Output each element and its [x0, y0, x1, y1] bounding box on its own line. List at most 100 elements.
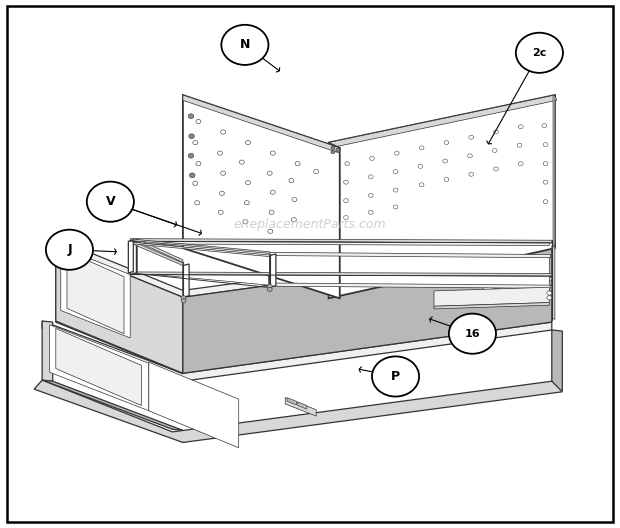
Polygon shape	[287, 398, 296, 405]
Polygon shape	[552, 330, 562, 391]
Polygon shape	[50, 325, 149, 411]
Circle shape	[343, 199, 348, 203]
Circle shape	[518, 162, 523, 166]
Circle shape	[221, 130, 226, 134]
Circle shape	[246, 140, 250, 145]
Circle shape	[181, 299, 186, 303]
Polygon shape	[42, 321, 552, 381]
Polygon shape	[484, 277, 552, 290]
Polygon shape	[183, 264, 189, 297]
Polygon shape	[67, 251, 124, 334]
Circle shape	[336, 148, 340, 152]
Polygon shape	[131, 242, 268, 285]
Text: N: N	[240, 39, 250, 51]
Circle shape	[289, 178, 294, 183]
Circle shape	[443, 159, 448, 163]
Circle shape	[368, 210, 373, 214]
Polygon shape	[270, 254, 276, 287]
Polygon shape	[131, 241, 138, 275]
Circle shape	[292, 197, 297, 202]
Circle shape	[516, 33, 563, 73]
Polygon shape	[183, 247, 552, 373]
Polygon shape	[270, 252, 551, 258]
Circle shape	[244, 201, 249, 205]
Polygon shape	[149, 362, 239, 448]
Polygon shape	[42, 380, 183, 430]
Circle shape	[270, 151, 275, 155]
Circle shape	[494, 167, 498, 171]
Polygon shape	[553, 95, 555, 247]
Polygon shape	[128, 240, 133, 273]
Polygon shape	[42, 321, 53, 381]
Polygon shape	[183, 95, 340, 153]
Circle shape	[291, 218, 296, 222]
Circle shape	[188, 134, 195, 138]
Circle shape	[345, 162, 350, 166]
Polygon shape	[131, 241, 549, 246]
Circle shape	[449, 314, 496, 354]
Circle shape	[543, 143, 548, 147]
Polygon shape	[285, 398, 316, 416]
Polygon shape	[136, 239, 183, 262]
Polygon shape	[434, 287, 549, 306]
Text: V: V	[105, 195, 115, 208]
Polygon shape	[133, 242, 270, 257]
Circle shape	[190, 173, 195, 177]
Circle shape	[542, 124, 547, 128]
Circle shape	[87, 182, 134, 222]
Polygon shape	[56, 248, 183, 374]
Circle shape	[46, 230, 93, 270]
Circle shape	[368, 175, 373, 179]
Circle shape	[469, 172, 474, 176]
Circle shape	[393, 169, 398, 174]
Polygon shape	[130, 241, 136, 275]
Circle shape	[193, 181, 198, 185]
Polygon shape	[61, 247, 130, 338]
Circle shape	[543, 162, 548, 166]
Circle shape	[419, 183, 424, 187]
Text: P: P	[391, 370, 400, 383]
Circle shape	[221, 171, 226, 175]
Polygon shape	[298, 402, 307, 409]
Circle shape	[268, 229, 273, 233]
Text: J: J	[67, 243, 72, 256]
Polygon shape	[56, 246, 183, 373]
Circle shape	[218, 210, 223, 214]
Circle shape	[267, 284, 272, 288]
Circle shape	[343, 215, 348, 220]
Circle shape	[444, 177, 449, 182]
Circle shape	[467, 154, 472, 158]
Polygon shape	[133, 239, 270, 253]
Polygon shape	[271, 253, 549, 287]
Polygon shape	[329, 95, 555, 298]
Circle shape	[419, 146, 424, 150]
Circle shape	[243, 220, 248, 224]
Polygon shape	[130, 272, 552, 276]
Circle shape	[221, 25, 268, 65]
Circle shape	[196, 119, 201, 124]
Polygon shape	[56, 240, 555, 300]
Circle shape	[494, 130, 498, 134]
Circle shape	[343, 180, 348, 184]
Polygon shape	[552, 246, 555, 319]
Circle shape	[181, 296, 186, 300]
Circle shape	[267, 287, 272, 291]
Polygon shape	[56, 239, 552, 297]
Text: 2c: 2c	[532, 48, 547, 58]
Circle shape	[331, 150, 335, 154]
Circle shape	[372, 356, 419, 397]
Circle shape	[393, 205, 398, 209]
Circle shape	[543, 200, 548, 204]
Circle shape	[188, 114, 193, 118]
Circle shape	[547, 296, 552, 300]
Polygon shape	[183, 95, 340, 298]
Circle shape	[418, 164, 423, 168]
Circle shape	[195, 201, 200, 205]
Circle shape	[314, 169, 319, 174]
Circle shape	[370, 156, 374, 161]
Polygon shape	[329, 95, 557, 148]
Circle shape	[368, 193, 373, 197]
Circle shape	[469, 135, 474, 139]
Circle shape	[193, 140, 198, 145]
Polygon shape	[434, 303, 549, 309]
